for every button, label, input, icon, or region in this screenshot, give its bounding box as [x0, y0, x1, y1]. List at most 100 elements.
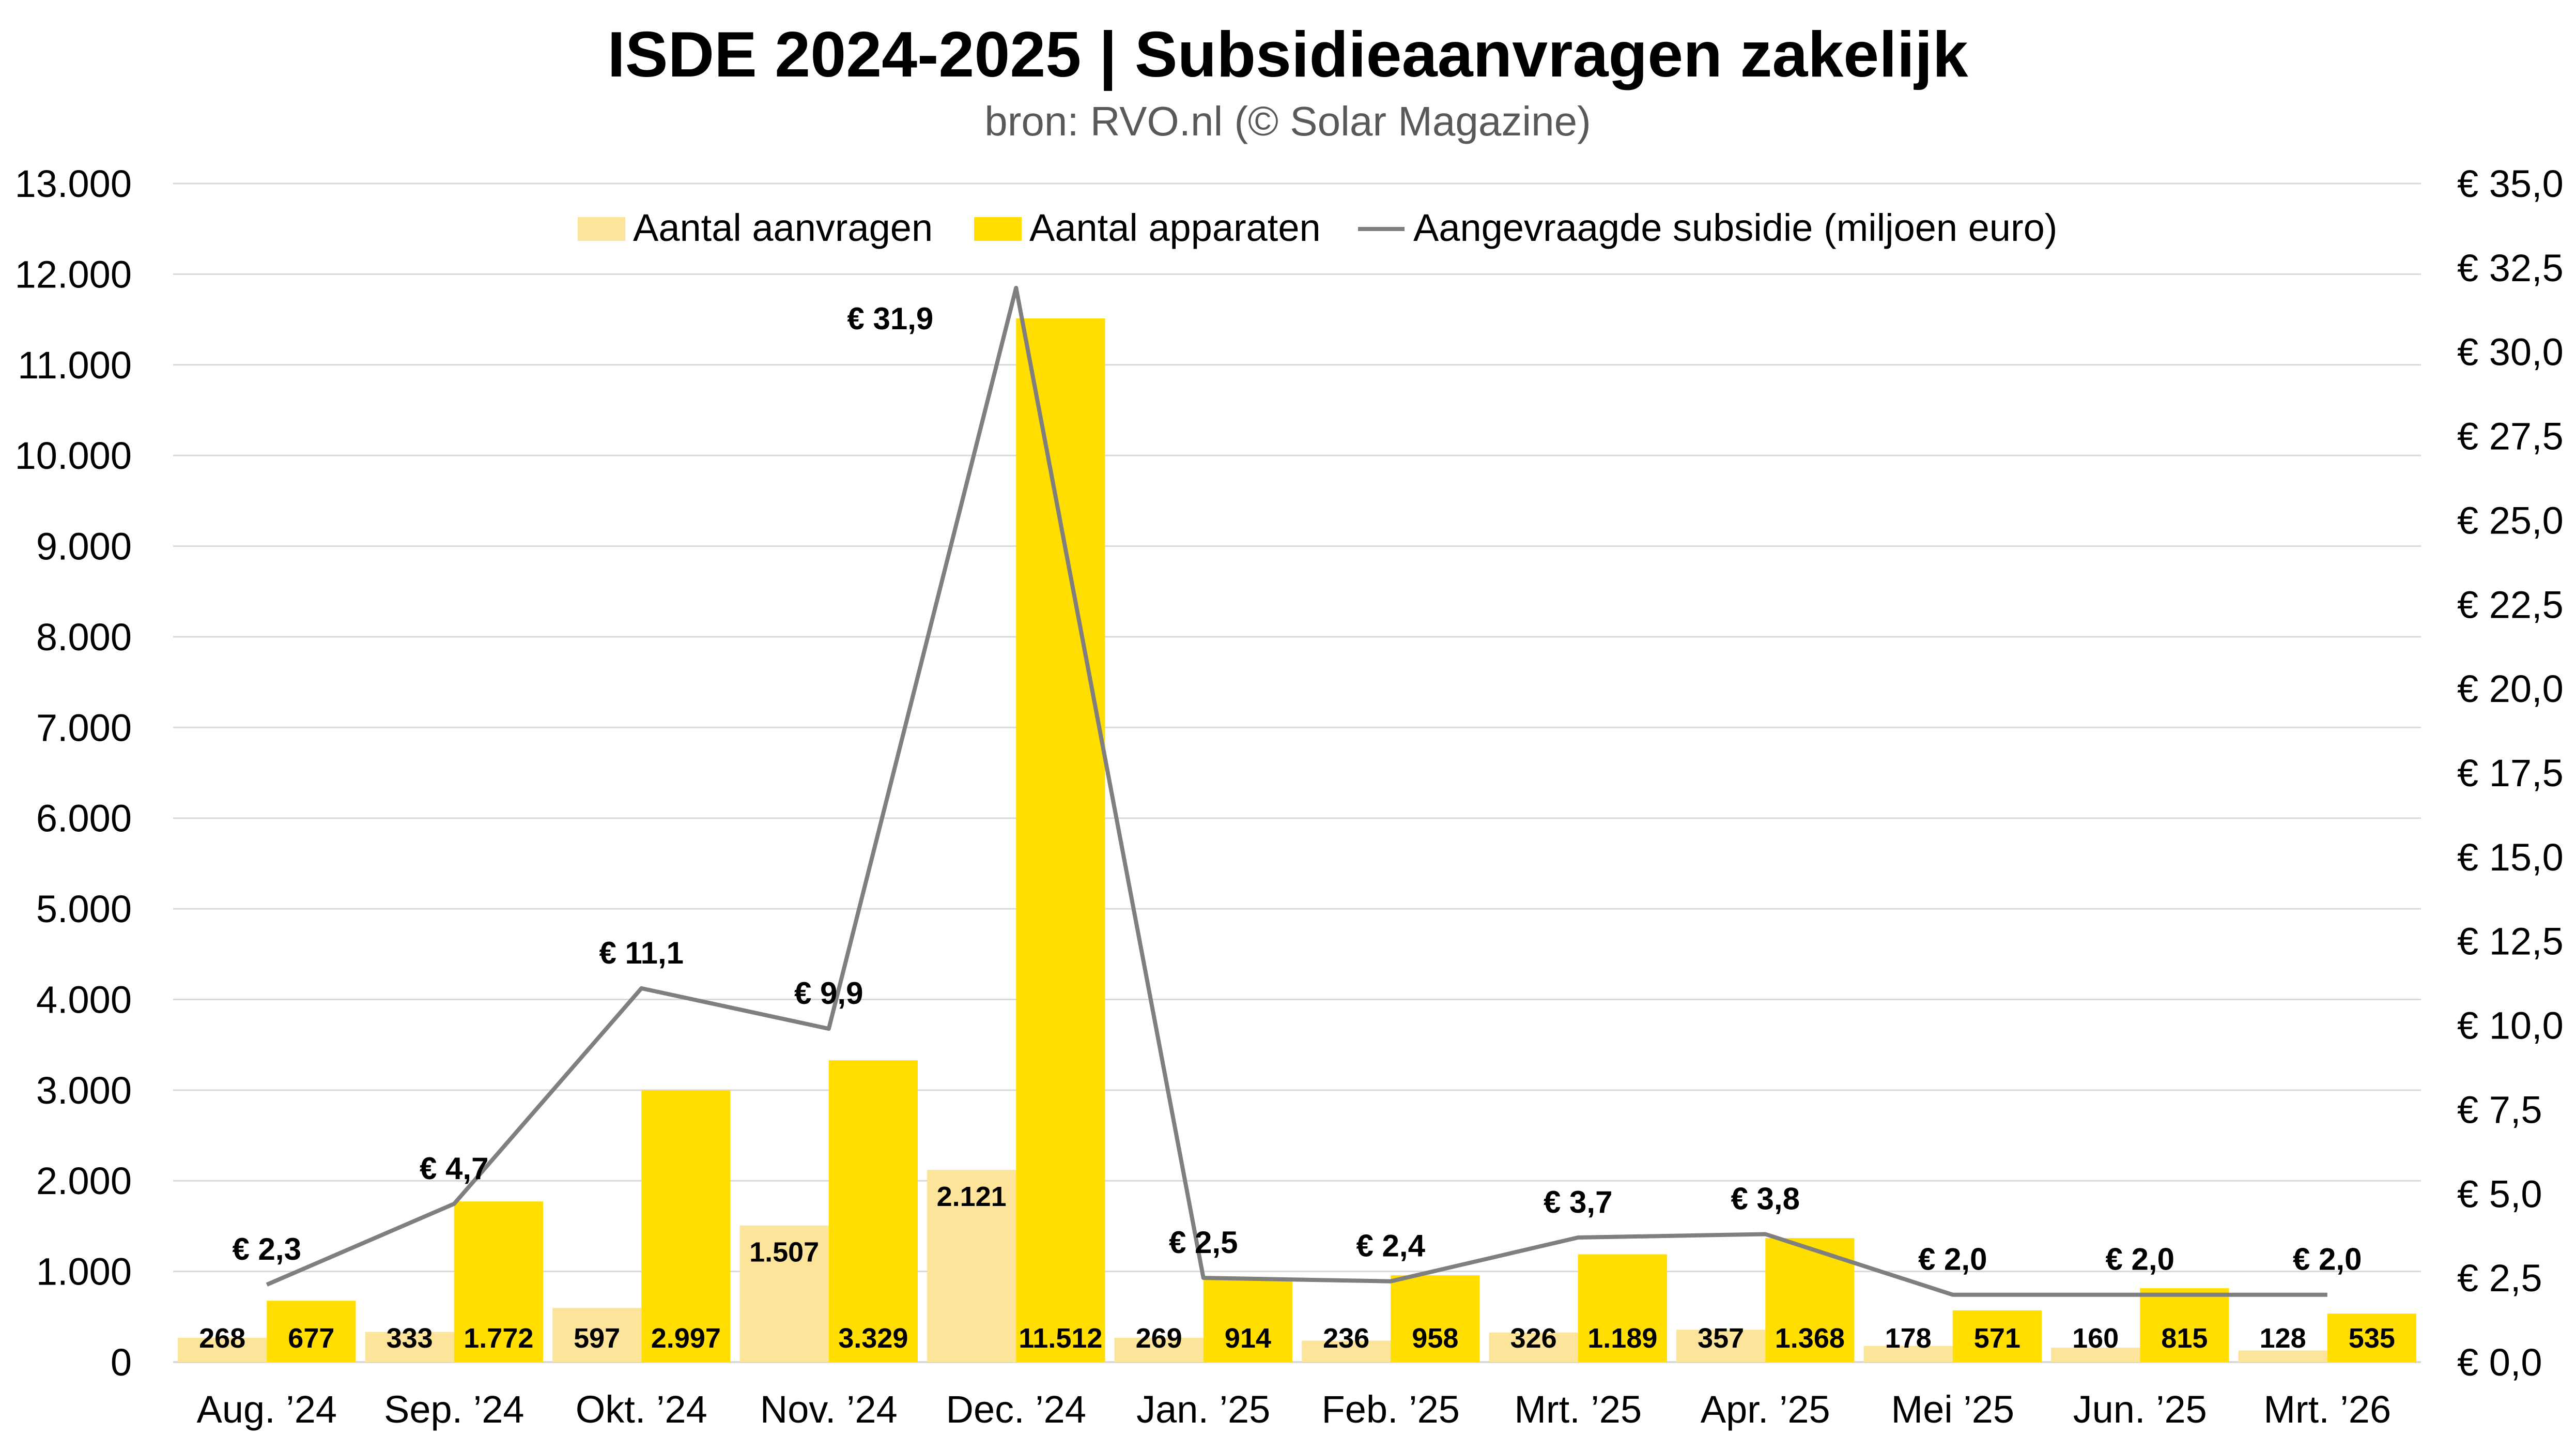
bar-aantal-aanvragen — [2238, 1350, 2327, 1362]
bar-aantal-aanvragen — [552, 1308, 642, 1362]
left-tick-label: 4.000 — [36, 978, 132, 1021]
x-tick-label: Nov. ’24 — [760, 1388, 898, 1431]
bar-aantal-aanvragen — [927, 1170, 1016, 1362]
legend-label-aantal-aanvragen: Aantal aanvragen — [633, 206, 933, 249]
bar-aantal-apparaten — [267, 1301, 356, 1362]
bar-aantal-apparaten — [1952, 1310, 2042, 1362]
left-tick-label: 9.000 — [36, 525, 132, 568]
bar-label-aantal-apparaten: 11.512 — [1019, 1323, 1102, 1354]
bar-aantal-aanvragen — [2051, 1347, 2140, 1362]
bar-label-aantal-aanvragen: 1.507 — [749, 1237, 819, 1268]
bar-aantal-apparaten — [2327, 1313, 2416, 1362]
bar-label-aantal-apparaten: 535 — [2349, 1323, 2395, 1354]
right-tick-label: € 15,0 — [2457, 836, 2564, 879]
bar-label-aantal-apparaten: 815 — [2161, 1323, 2208, 1354]
data-labels: 268 677 333 1.772 597 2.997 1.507 3.329 2.121 11.… — [199, 301, 2395, 1354]
x-tick-label: Feb. ’25 — [1322, 1388, 1460, 1431]
bar-label-aantal-apparaten: 2.997 — [651, 1323, 721, 1354]
bar-label-aantal-aanvragen: 269 — [1136, 1323, 1182, 1354]
bar-aantal-aanvragen — [1863, 1346, 1953, 1362]
left-tick-label: 3.000 — [36, 1069, 132, 1112]
legend-label-aangevraagde-subsidie: Aangevraagde subsidie (miljoen euro) — [1413, 206, 2057, 249]
bar-aantal-apparaten — [1203, 1279, 1292, 1362]
left-tick-label: 8.000 — [36, 616, 132, 659]
right-tick-label: € 32,5 — [2457, 247, 2564, 289]
bar-label-aantal-apparaten: 3.329 — [838, 1323, 908, 1354]
bar-label-aantal-aanvragen: 268 — [199, 1323, 245, 1354]
x-tick-label: Mrt. ’25 — [1514, 1388, 1642, 1431]
right-tick-label: € 27,5 — [2457, 415, 2564, 458]
line-label-subsidie: € 2,0 — [2293, 1242, 2362, 1277]
x-tick-label: Jan. ’25 — [1136, 1388, 1270, 1431]
bar-label-aantal-apparaten: 1.772 — [464, 1323, 533, 1354]
bar-aantal-aanvragen — [1114, 1337, 1204, 1362]
x-tick-label: Jun. ’25 — [2073, 1388, 2207, 1431]
right-tick-label: € 25,0 — [2457, 499, 2564, 542]
bars — [178, 318, 2416, 1362]
right-tick-label: € 35,0 — [2457, 162, 2564, 205]
bar-aantal-aanvragen — [178, 1337, 267, 1362]
bar-aantal-apparaten — [1391, 1275, 1480, 1362]
line-label-subsidie: € 9,9 — [794, 976, 863, 1011]
right-tick-label: € 5,0 — [2457, 1172, 2542, 1215]
legend-label-aantal-apparaten: Aantal apparaten — [1029, 206, 1321, 249]
right-tick-label: € 20,0 — [2457, 667, 2564, 710]
chart-title: ISDE 2024-2025 | Subsidieaanvragen zakel… — [607, 19, 1968, 91]
subsidy-line — [266, 285, 2327, 1297]
x-tick-label: Mei ’25 — [1891, 1388, 2014, 1431]
gridlines — [173, 182, 2421, 1363]
right-tick-label: € 7,5 — [2457, 1088, 2542, 1131]
bar-label-aantal-apparaten: 571 — [1974, 1323, 2020, 1354]
left-tick-label: 6.000 — [36, 797, 132, 840]
bar-aantal-apparaten — [2140, 1288, 2229, 1362]
bar-label-aantal-apparaten: 1.368 — [1775, 1323, 1845, 1354]
bar-label-aantal-apparaten: 958 — [1412, 1323, 1458, 1354]
line-label-subsidie: € 4,7 — [420, 1151, 488, 1186]
line-aangevraagde-subsidie — [266, 285, 2327, 1297]
bar-aantal-apparaten — [1016, 318, 1105, 1362]
right-tick-label: € 22,5 — [2457, 583, 2564, 626]
bar-aantal-apparaten — [454, 1201, 543, 1362]
left-tick-label: 7.000 — [36, 706, 132, 749]
bar-label-aantal-aanvragen: 357 — [1698, 1323, 1744, 1354]
x-tick-label: Aug. ’24 — [196, 1388, 337, 1431]
bar-label-aantal-apparaten: 677 — [288, 1323, 334, 1354]
x-tick-label: Sep. ’24 — [384, 1388, 525, 1431]
line-label-subsidie: € 3,8 — [1731, 1181, 1800, 1216]
line-label-subsidie: € 2,5 — [1169, 1225, 1238, 1260]
line-label-subsidie: € 3,7 — [1544, 1185, 1612, 1219]
bar-aantal-aanvragen — [1676, 1330, 1766, 1362]
bar-aantal-aanvragen — [1489, 1332, 1578, 1362]
line-label-subsidie: € 2,4 — [1356, 1229, 1426, 1263]
legend-swatch-aantal-apparaten — [974, 217, 1022, 241]
left-tick-label: 13.000 — [15, 162, 132, 205]
left-tick-label: 1.000 — [36, 1250, 132, 1293]
line-label-subsidie: € 2,0 — [1918, 1242, 1987, 1277]
legend: Aantal aanvragen Aantal apparaten Aangevra… — [578, 206, 2057, 249]
x-tick-label: Okt. ’24 — [576, 1388, 707, 1431]
bar-label-aantal-aanvragen: 160 — [2072, 1323, 2119, 1354]
chart-subtitle: bron: RVO.nl (© Solar Magazine) — [984, 98, 1591, 144]
right-tick-label: € 12,5 — [2457, 920, 2564, 963]
bar-label-aantal-aanvragen: 333 — [387, 1323, 433, 1354]
line-label-subsidie: € 11,1 — [599, 936, 684, 970]
right-tick-label: € 0,0 — [2457, 1341, 2542, 1384]
left-tick-label: 0 — [111, 1341, 132, 1384]
line-label-subsidie: € 2,0 — [2106, 1242, 2174, 1277]
bar-label-aantal-aanvragen: 2.121 — [937, 1181, 1007, 1212]
bar-aantal-aanvragen — [365, 1332, 454, 1362]
bar-label-aantal-aanvragen: 326 — [1510, 1323, 1557, 1354]
right-tick-label: € 17,5 — [2457, 752, 2564, 795]
right-tick-label: € 2,5 — [2457, 1257, 2542, 1300]
x-tick-label: Apr. ’25 — [1701, 1388, 1830, 1431]
left-tick-label: 12.000 — [15, 253, 132, 296]
x-axis: Aug. ’24 Sep. ’24 Okt. ’24 Nov. ’24 Dec. ’24… — [196, 1388, 2391, 1431]
left-tick-label: 5.000 — [36, 888, 132, 930]
left-tick-label: 11.000 — [18, 344, 132, 387]
right-axis: € 0,0 € 2,5 € 5,0 € 7,5 € 10,0 € 12,5 € 15,0 € … — [2457, 162, 2564, 1384]
bar-label-aantal-apparaten: 1.189 — [1587, 1323, 1657, 1354]
bar-aantal-apparaten — [1578, 1254, 1667, 1362]
bar-aantal-apparaten — [641, 1090, 731, 1362]
bar-label-aantal-aanvragen: 597 — [574, 1323, 620, 1354]
